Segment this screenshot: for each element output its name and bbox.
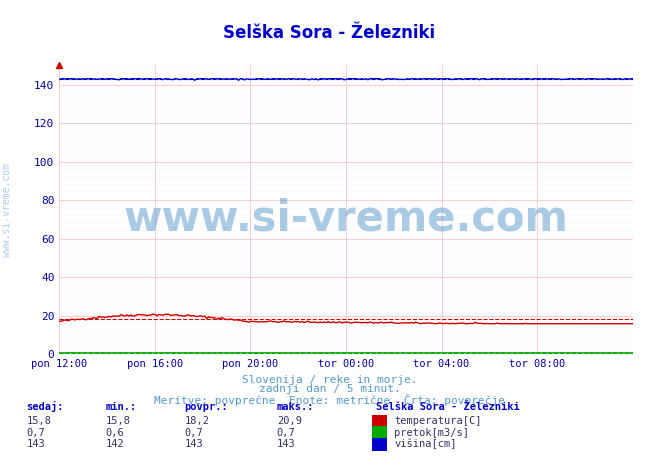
Text: 0,7: 0,7	[185, 428, 203, 438]
Text: 20,9: 20,9	[277, 416, 302, 426]
Text: sedaj:: sedaj:	[26, 401, 64, 412]
Text: 0,7: 0,7	[277, 428, 295, 438]
Text: 15,8: 15,8	[105, 416, 130, 426]
Text: Selška Sora - Železniki: Selška Sora - Železniki	[223, 24, 436, 42]
Text: Selška Sora - Železniki: Selška Sora - Železniki	[376, 402, 519, 412]
Text: 0,7: 0,7	[26, 428, 45, 438]
Text: 0,6: 0,6	[105, 428, 124, 438]
Text: 142: 142	[105, 439, 124, 449]
Text: pretok[m3/s]: pretok[m3/s]	[394, 428, 469, 438]
Text: temperatura[C]: temperatura[C]	[394, 416, 482, 426]
Text: povpr.:: povpr.:	[185, 402, 228, 412]
Text: www.si-vreme.com: www.si-vreme.com	[123, 198, 569, 240]
Text: 143: 143	[26, 439, 45, 449]
Text: Slovenija / reke in morje.: Slovenija / reke in morje.	[242, 375, 417, 385]
Text: zadnji dan / 5 minut.: zadnji dan / 5 minut.	[258, 384, 401, 394]
Text: min.:: min.:	[105, 402, 136, 412]
Text: www.si-vreme.com: www.si-vreme.com	[1, 163, 12, 257]
Text: maks.:: maks.:	[277, 402, 314, 412]
Text: 143: 143	[277, 439, 295, 449]
Text: 15,8: 15,8	[26, 416, 51, 426]
Text: Meritve: povprečne  Enote: metrične  Črta: povprečje: Meritve: povprečne Enote: metrične Črta:…	[154, 394, 505, 406]
Text: 18,2: 18,2	[185, 416, 210, 426]
Text: 143: 143	[185, 439, 203, 449]
Text: višina[cm]: višina[cm]	[394, 439, 457, 449]
